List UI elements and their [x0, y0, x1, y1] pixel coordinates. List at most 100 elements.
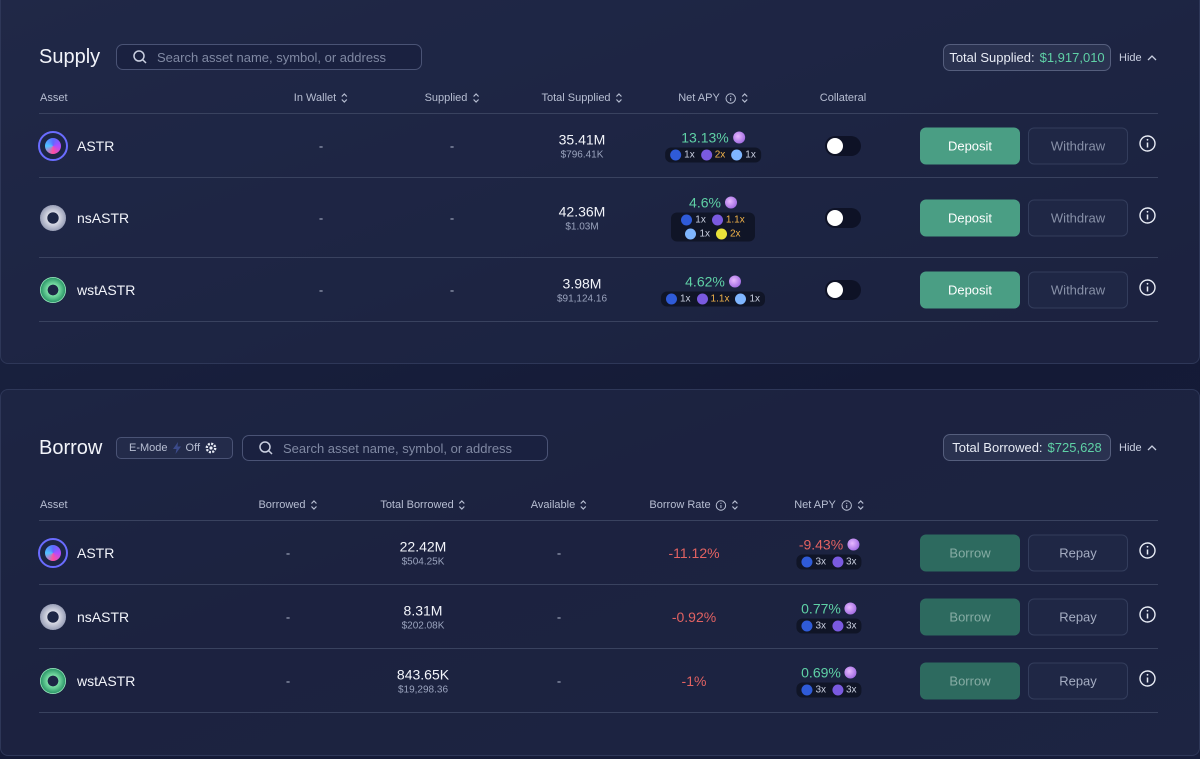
in-wallet-cell: -	[318, 138, 324, 154]
info-button[interactable]	[1139, 542, 1156, 564]
total-cell: 843.65K $19,298.36	[397, 667, 449, 696]
column-header-label: Net APY	[794, 499, 836, 511]
secondary-action-button[interactable]: Repay	[1028, 662, 1128, 700]
secondary-action-button[interactable]: Withdraw	[1028, 199, 1128, 237]
reward-badge: 2x	[700, 149, 725, 161]
badge-icon	[685, 228, 697, 240]
net-apy-cell: 13.13% 1x 2x 1x	[665, 130, 761, 163]
badge-multiplier: 3x	[815, 620, 826, 632]
total-value: $1,917,010	[1039, 50, 1105, 65]
net-apy-cell: 0.69% 3x 3x	[796, 665, 862, 698]
supplied-cell: -	[449, 282, 455, 298]
total-amount: 3.98M	[562, 275, 602, 292]
column-header[interactable]: Net APY	[794, 499, 864, 511]
info-button[interactable]	[1139, 670, 1156, 692]
column-header[interactable]: Borrowed	[258, 499, 317, 511]
search-placeholder: Search asset name, symbol, or address	[157, 49, 387, 65]
asset-cell: ASTR	[38, 131, 114, 161]
reward-badge: 3x	[801, 556, 826, 568]
badge-icon	[801, 620, 813, 632]
hide-toggle[interactable]: Hide	[1119, 52, 1157, 64]
column-header[interactable]: In Wallet	[294, 92, 348, 104]
column-header[interactable]: Net APY	[678, 92, 748, 104]
sort-icon	[459, 500, 466, 510]
search-box[interactable]: Search asset name, symbol, or address	[242, 435, 548, 461]
badge-icon	[801, 684, 813, 696]
column-header[interactable]: Available	[531, 499, 587, 511]
column-header[interactable]: Total Borrowed	[380, 499, 466, 511]
reward-badge: 1x	[681, 214, 706, 226]
column-header-label: In Wallet	[293, 92, 337, 104]
column-header[interactable]: Borrow Rate	[649, 499, 738, 511]
secondary-action-button[interactable]: Repay	[1028, 534, 1128, 572]
reward-badge: 1x	[685, 228, 710, 240]
badge-icon	[832, 684, 843, 696]
hide-toggle[interactable]: Hide	[1119, 442, 1157, 454]
info-button[interactable]	[1139, 279, 1156, 301]
info-icon	[725, 92, 736, 104]
borrow-rate-cell: -0.92%	[671, 609, 717, 625]
asset-cell: wstASTR	[40, 668, 135, 694]
secondary-action-button[interactable]: Repay	[1028, 598, 1128, 636]
info-button[interactable]	[1139, 135, 1156, 157]
net-apy-value: 4.62%	[685, 273, 725, 290]
sort-icon	[580, 500, 587, 510]
badge-multiplier: 1.1x	[725, 214, 745, 226]
asset-name: ASTR	[77, 545, 115, 561]
asset-icon	[40, 604, 66, 630]
header-divider	[39, 113, 1158, 114]
badge-multiplier: 3x	[815, 684, 826, 696]
available-cell: -	[556, 673, 562, 689]
borrow-rate-cell: -11.12%	[668, 545, 720, 561]
collateral-cell	[825, 136, 861, 156]
total-usd: $796.41K	[560, 149, 604, 161]
primary-action-button[interactable]: Borrow	[920, 662, 1020, 700]
info-button[interactable]	[1139, 606, 1156, 628]
badge-icon	[832, 556, 843, 568]
column-header-label: Total Supplied	[541, 92, 611, 104]
info-button[interactable]	[1139, 207, 1156, 229]
badge-icon	[711, 214, 723, 226]
total-usd: $19,298.36	[397, 684, 449, 696]
asset-name: nsASTR	[77, 210, 130, 226]
badge-multiplier: 3x	[846, 556, 857, 568]
sort-icon	[472, 93, 479, 103]
primary-action-button[interactable]: Deposit	[920, 127, 1020, 165]
net-apy: -9.43%	[796, 537, 861, 553]
borrowed-cell: -	[285, 545, 291, 561]
column-header-label: Asset	[40, 499, 68, 511]
reward-badge: 1x	[665, 293, 691, 305]
badge-multiplier: 1.1x	[710, 293, 730, 305]
secondary-action-button[interactable]: Withdraw	[1028, 271, 1128, 309]
column-header[interactable]: Total Supplied	[541, 92, 622, 104]
reward-badge: 1x	[731, 149, 756, 161]
collateral-toggle[interactable]	[825, 208, 861, 228]
reward-badge: 3x	[832, 556, 857, 568]
info-icon	[841, 499, 852, 511]
row-divider	[39, 648, 1158, 649]
supplied-cell: -	[449, 138, 455, 154]
sort-icon	[732, 500, 739, 510]
net-apy-cell: 4.6% 1x 1.1x 1x 2x	[671, 195, 755, 242]
primary-action-button[interactable]: Borrow	[920, 534, 1020, 572]
column-header[interactable]: Supplied	[425, 92, 480, 104]
asset-icon	[40, 668, 66, 694]
collateral-toggle[interactable]	[825, 280, 861, 300]
badge-multiplier: 1x	[679, 293, 691, 305]
badge-multiplier: 2x	[730, 228, 741, 240]
section-title: Borrow	[39, 437, 103, 459]
reward-badge: 3x	[801, 684, 826, 696]
sort-icon	[341, 93, 348, 103]
primary-action-button[interactable]: Deposit	[920, 199, 1020, 237]
column-header-label: Net APY	[678, 92, 720, 104]
emode-toggle[interactable]: E-Mode Off	[116, 437, 233, 459]
in-wallet-cell: -	[318, 210, 324, 226]
secondary-action-button[interactable]: Withdraw	[1028, 127, 1128, 165]
collateral-toggle[interactable]	[825, 136, 861, 156]
primary-action-button[interactable]: Borrow	[920, 598, 1020, 636]
asset-icon	[40, 205, 66, 231]
badge-multiplier: 3x	[846, 684, 857, 696]
search-box[interactable]: Search asset name, symbol, or address	[116, 44, 422, 70]
total-cell: 8.31M $202.08K	[402, 603, 445, 632]
primary-action-button[interactable]: Deposit	[920, 271, 1020, 309]
